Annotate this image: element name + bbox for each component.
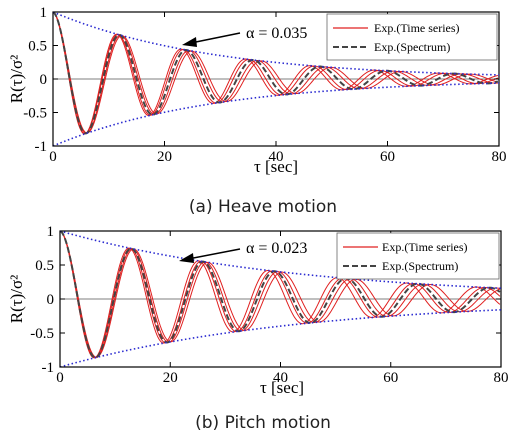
spectrum-line xyxy=(53,12,499,135)
y-tick-label: -0.5 xyxy=(30,326,54,342)
caption-pitch: (b) Pitch motion xyxy=(195,413,331,433)
upper-envelope xyxy=(60,231,501,289)
y-axis-label: R(τ)/σ² xyxy=(7,275,26,323)
y-tick-label: 1 xyxy=(47,224,55,240)
y-tick-label: 1 xyxy=(40,5,48,21)
x-axis-label: τ [sec] xyxy=(260,378,304,397)
legend-label-spectrum: Exp.(Spectrum) xyxy=(382,259,458,273)
series-group xyxy=(60,231,501,367)
x-tick-label: 40 xyxy=(269,149,284,165)
x-axis-label: τ [sec] xyxy=(254,157,298,176)
panel-heave: 0 20 40 60 80 -1 -0.5 0 0.5 1 R(τ)/σ² τ [sec] α =… xyxy=(7,5,507,217)
legend-label-time-series: Exp.(Time series) xyxy=(374,21,460,35)
legend: Exp.(Time series) Exp.(Spectrum) xyxy=(336,232,500,280)
lower-envelope xyxy=(53,82,499,146)
arrowhead-icon xyxy=(182,37,197,47)
panel-pitch: 0 20 40 60 80 -1 -0.5 0 0.5 1 R(τ)/σ² τ [sec] α =… xyxy=(7,224,509,433)
x-tick-label: 40 xyxy=(273,370,288,386)
spectrum-line xyxy=(60,231,501,359)
alpha-annotation: α = 0.023 xyxy=(246,240,307,257)
time-series-line-4 xyxy=(53,12,499,134)
time-series-line-1 xyxy=(60,231,501,359)
legend: Exp.(Time series) Exp.(Spectrum) xyxy=(326,13,498,61)
legend-box xyxy=(336,232,500,280)
arrowhead-icon xyxy=(179,253,194,263)
legend-box xyxy=(326,13,498,61)
series-group xyxy=(53,12,499,146)
y-tick-label: 0.5 xyxy=(28,39,47,55)
legend-label-spectrum: Exp.(Spectrum) xyxy=(374,40,450,54)
y-tick-label: 0.5 xyxy=(35,258,54,274)
x-tick-label: 20 xyxy=(163,370,178,386)
x-tick-label: 80 xyxy=(492,149,507,165)
axis-ticks: 0 20 40 60 80 -1 -0.5 0 0.5 1 xyxy=(23,5,506,165)
y-tick-label: 0 xyxy=(47,292,55,308)
x-tick-label: 0 xyxy=(49,149,57,165)
y-tick-label: -0.5 xyxy=(23,106,47,122)
x-tick-label: 60 xyxy=(383,370,398,386)
x-tick-label: 20 xyxy=(157,149,172,165)
lower-envelope xyxy=(60,309,501,367)
time-series-line-2 xyxy=(53,12,499,135)
x-tick-label: 80 xyxy=(494,370,509,386)
y-axis-label: R(τ)/σ² xyxy=(7,55,26,103)
upper-envelope xyxy=(53,12,499,76)
y-tick-label: -1 xyxy=(42,360,55,376)
x-tick-label: 0 xyxy=(56,370,64,386)
y-tick-label: -1 xyxy=(35,139,48,155)
legend-label-time-series: Exp.(Time series) xyxy=(382,240,468,254)
y-tick-label: 0 xyxy=(40,72,48,88)
x-tick-label: 60 xyxy=(380,149,395,165)
caption-heave: (a) Heave motion xyxy=(189,197,337,217)
alpha-annotation: α = 0.035 xyxy=(246,25,307,42)
